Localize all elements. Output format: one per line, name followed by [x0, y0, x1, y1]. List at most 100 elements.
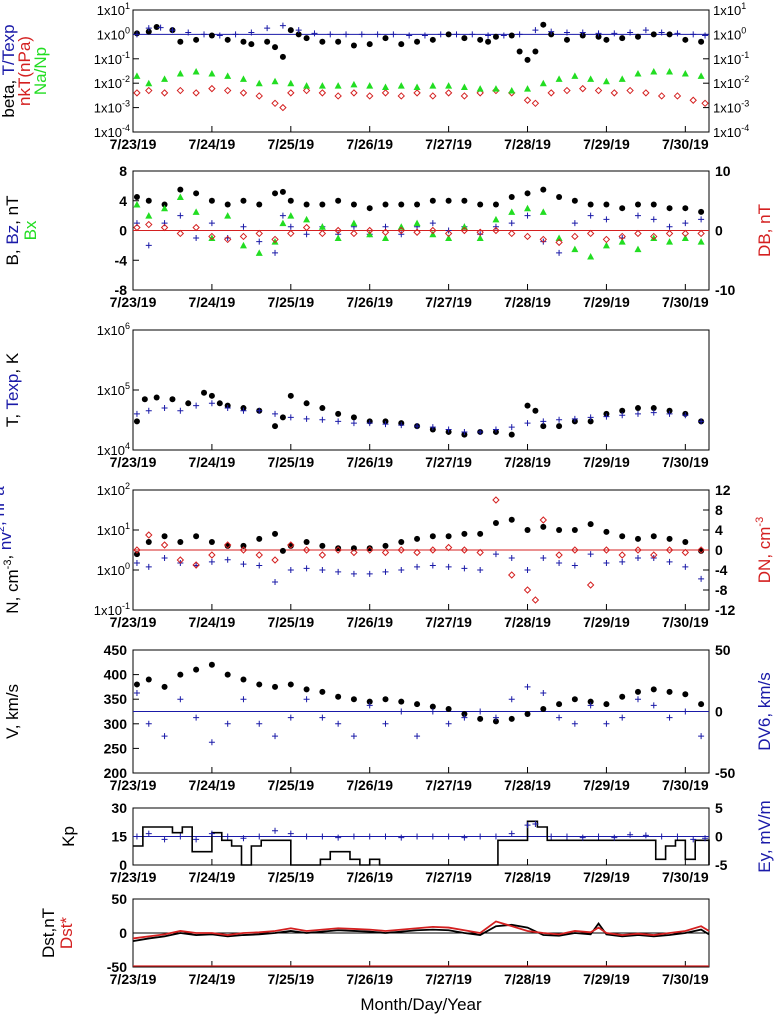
- data-point: [413, 548, 421, 557]
- data-point: [461, 35, 468, 42]
- data-point: [508, 571, 516, 579]
- y-tick-label: 30: [111, 800, 127, 816]
- data-point: [161, 683, 168, 690]
- y-axis-label: beta, T/Texp: [0, 24, 18, 117]
- series-n: [133, 516, 705, 558]
- data-point: [563, 29, 570, 36]
- data-point: [587, 418, 594, 425]
- data-point: [208, 220, 215, 227]
- data-point: [461, 565, 468, 572]
- series-dv6: [133, 683, 705, 746]
- y-tick-label: 15: [111, 829, 127, 845]
- data-point: [287, 392, 294, 399]
- data-point: [634, 546, 642, 554]
- data-point: [524, 204, 532, 212]
- data-point: [272, 44, 279, 51]
- y-tick-label: 0: [119, 857, 127, 873]
- data-point: [508, 87, 516, 94]
- x-tick-label: 7/23/19: [110, 454, 157, 470]
- data-point: [460, 546, 469, 554]
- data-point: [666, 535, 673, 542]
- data-point: [658, 29, 665, 36]
- x-tick-label: 7/27/19: [425, 454, 472, 470]
- data-point: [682, 412, 689, 419]
- data-point: [524, 683, 531, 690]
- x-tick-label: 7/23/19: [110, 777, 157, 793]
- data-point: [287, 414, 294, 421]
- y-axis-label-right: DB, nT: [755, 204, 774, 257]
- data-point: [548, 28, 555, 35]
- data-point: [208, 739, 215, 746]
- data-point: [619, 412, 626, 419]
- data-point: [208, 232, 216, 241]
- data-point: [602, 241, 610, 249]
- data-point: [161, 733, 168, 740]
- data-point: [208, 84, 216, 93]
- data-point: [239, 241, 247, 249]
- data-point: [429, 197, 436, 204]
- data-point: [603, 36, 610, 43]
- data-point: [287, 681, 294, 688]
- y-tick-label: 200: [104, 765, 128, 781]
- data-point: [350, 696, 357, 703]
- data-point: [603, 216, 610, 223]
- data-point: [224, 556, 231, 563]
- data-point: [145, 563, 152, 570]
- data-point: [133, 551, 140, 558]
- x-tick-label: 7/30/19: [662, 614, 709, 630]
- data-point: [145, 539, 152, 546]
- data-point: [571, 527, 578, 533]
- data-point: [224, 542, 231, 549]
- data-point: [223, 235, 232, 244]
- data-point: [240, 676, 247, 683]
- data-point: [141, 396, 148, 403]
- data-point: [145, 25, 152, 32]
- data-point: [421, 32, 428, 39]
- series-line: [132, 921, 710, 943]
- data-point: [674, 30, 681, 37]
- y-axis-label: Kp: [59, 826, 78, 847]
- data-point: [255, 229, 263, 238]
- data-point: [319, 38, 326, 45]
- y-right-tick-label: -8: [715, 582, 728, 598]
- data-point: [335, 545, 342, 552]
- data-point: [634, 33, 641, 40]
- data-point: [256, 833, 263, 840]
- data-point: [145, 197, 152, 204]
- x-tick-label: 7/26/19: [346, 136, 393, 152]
- data-point: [279, 103, 287, 112]
- data-point: [224, 405, 231, 412]
- data-point: [634, 201, 641, 208]
- data-point: [642, 832, 649, 839]
- data-point: [366, 92, 374, 100]
- data-point: [264, 38, 271, 45]
- data-point: [343, 31, 350, 38]
- data-point: [587, 521, 594, 528]
- data-point: [161, 201, 168, 208]
- series-dn: [133, 496, 705, 604]
- data-point: [193, 836, 200, 843]
- data-point: [350, 733, 357, 740]
- y-tick-label: 350: [104, 691, 128, 707]
- data-point: [145, 531, 153, 539]
- data-point: [185, 400, 192, 407]
- data-point: [177, 696, 184, 703]
- data-point: [319, 416, 326, 423]
- data-point: [477, 530, 484, 537]
- data-point: [248, 41, 255, 48]
- y-axis-label-secondary: Bx: [21, 220, 40, 240]
- data-point: [397, 546, 405, 554]
- data-point: [571, 220, 578, 227]
- data-point: [240, 561, 247, 568]
- data-point: [358, 31, 365, 38]
- x-tick-label: 7/26/19: [346, 454, 393, 470]
- data-point: [469, 31, 476, 38]
- data-point: [587, 414, 594, 421]
- data-point: [587, 551, 594, 558]
- data-point: [594, 86, 603, 95]
- x-tick-label: 7/27/19: [425, 777, 472, 793]
- data-point: [555, 75, 563, 82]
- data-point: [177, 539, 184, 546]
- data-point: [508, 554, 515, 561]
- data-point: [279, 212, 286, 219]
